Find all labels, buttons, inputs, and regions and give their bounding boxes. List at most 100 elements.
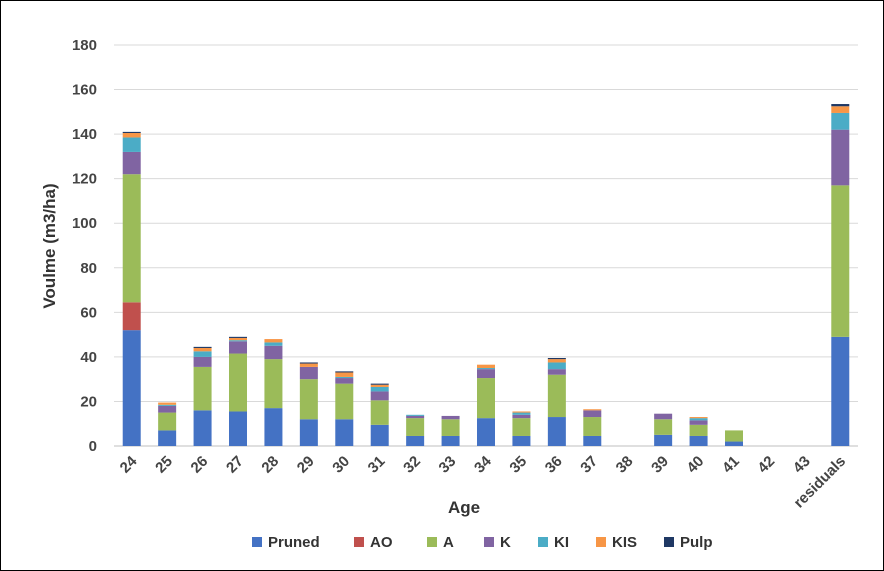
bar-stack — [158, 402, 177, 446]
x-tick-label: 26 — [188, 453, 212, 477]
bar-segment-k — [406, 415, 425, 419]
bar-segment-kis — [229, 337, 247, 341]
bar-segment-pruned — [689, 435, 708, 446]
bar-segment-k — [370, 391, 389, 401]
bar-segment-pruned — [229, 411, 247, 446]
bar-segment-kis — [583, 409, 602, 411]
bar-segment-pulp — [831, 104, 850, 107]
bar-segment-a — [583, 417, 602, 436]
y-tick-label: 120 — [72, 171, 97, 188]
y-tick-label: 60 — [80, 304, 97, 321]
bar-segment-ki — [547, 362, 566, 370]
x-tick-label: 30 — [329, 453, 353, 477]
bar-segment-a — [299, 379, 318, 420]
legend-label: Pulp — [680, 534, 713, 551]
y-tick-label: 160 — [72, 82, 97, 99]
bars — [122, 104, 850, 446]
bar-segment-kis — [831, 106, 850, 113]
bar-segment-k — [583, 410, 602, 418]
bar-segment-k — [299, 366, 318, 380]
bar-segment-a — [477, 378, 495, 419]
bar-segment-a — [264, 359, 283, 409]
bar-stack — [122, 131, 141, 446]
bar-stack — [370, 383, 389, 446]
y-tick-label: 20 — [80, 393, 97, 410]
bar-segment-ki — [406, 414, 425, 416]
bar-stack — [831, 104, 850, 446]
bar-segment-pulp — [299, 362, 318, 364]
legend-label: KI — [554, 534, 569, 551]
bar-segment-kis — [264, 339, 283, 343]
y-tick-label: 40 — [80, 349, 97, 366]
y-tick-label: 100 — [72, 215, 97, 232]
bar-segment-ki — [477, 368, 495, 370]
bar-segment-k — [122, 151, 141, 175]
bar-segment-pulp — [370, 383, 389, 385]
bar-segment-k — [441, 415, 460, 420]
legend-item: Pulp — [664, 534, 713, 551]
y-tick-label: 0 — [89, 438, 97, 455]
bar-stack — [193, 346, 212, 446]
bar-segment-a — [547, 374, 566, 418]
legend-label: AO — [370, 534, 393, 551]
legend-swatch — [354, 537, 364, 547]
x-tick-label: 24 — [117, 452, 141, 476]
legend-item: KIS — [596, 534, 637, 551]
legend: Pruned AO A K KI KIS Pulp — [252, 534, 713, 551]
bar-segment-k — [193, 356, 212, 367]
bar-segment-kis — [335, 372, 354, 377]
x-axis-ticks: 24 25 26 27 28 29 30 31 32 33 34 35 36 37 38 39 40 41 42 43… — [117, 452, 849, 511]
bar-segment-a — [406, 418, 425, 436]
bar-stack — [335, 371, 354, 446]
bar-segment-pulp — [193, 346, 212, 348]
bar-segment-ki — [229, 340, 247, 342]
legend-swatch — [664, 537, 674, 547]
bar-segment-a — [229, 353, 247, 412]
bar-segment-a — [654, 419, 673, 435]
bar-segment-pruned — [547, 417, 566, 446]
bar-segment-ki — [264, 342, 283, 346]
bar-segment-pruned — [335, 419, 354, 446]
bar-segment-a — [441, 419, 460, 436]
x-tick-label: 42 — [754, 453, 778, 477]
bar-segment-pruned — [477, 418, 495, 446]
bar-segment-pruned — [122, 330, 141, 446]
bar-segment-kis — [193, 347, 212, 352]
bar-segment-k — [229, 341, 247, 354]
bar-segment-pruned — [193, 410, 212, 446]
bar-segment-kis — [122, 132, 141, 138]
legend-item: KI — [538, 534, 569, 551]
bar-segment-kis — [370, 384, 389, 387]
legend-label: KIS — [612, 534, 637, 551]
bar-segment-k — [654, 413, 673, 420]
bar-stack — [654, 413, 673, 446]
bar-segment-pruned — [264, 408, 283, 446]
bar-stack — [441, 415, 460, 446]
bar-segment-a — [689, 424, 708, 436]
x-tick-label: 31 — [365, 453, 389, 477]
legend-swatch — [427, 537, 437, 547]
bar-segment-k — [264, 345, 283, 360]
bar-segment-k — [547, 369, 566, 375]
bar-stack — [477, 364, 495, 446]
bar-segment-ki — [512, 412, 531, 415]
legend-swatch — [252, 537, 262, 547]
x-tick-label: 34 — [471, 452, 495, 476]
legend-swatch — [484, 537, 494, 547]
bar-segment-ki — [689, 418, 708, 421]
bar-segment-a — [122, 174, 141, 303]
bar-stack — [512, 411, 531, 446]
x-tick-label: 37 — [577, 453, 601, 477]
bar-segment-a — [725, 430, 743, 442]
y-axis-ticks: 0 20 40 60 80 100 120 140 160 180 — [72, 37, 97, 455]
legend-item: K — [484, 534, 511, 551]
bar-segment-k — [335, 378, 354, 384]
bar-segment-k — [689, 420, 708, 425]
bar-segment-k — [477, 369, 495, 379]
x-tick-label: 35 — [506, 453, 530, 477]
bar-stack — [547, 358, 566, 446]
bar-segment-a — [335, 383, 354, 420]
bar-stack — [264, 339, 283, 446]
